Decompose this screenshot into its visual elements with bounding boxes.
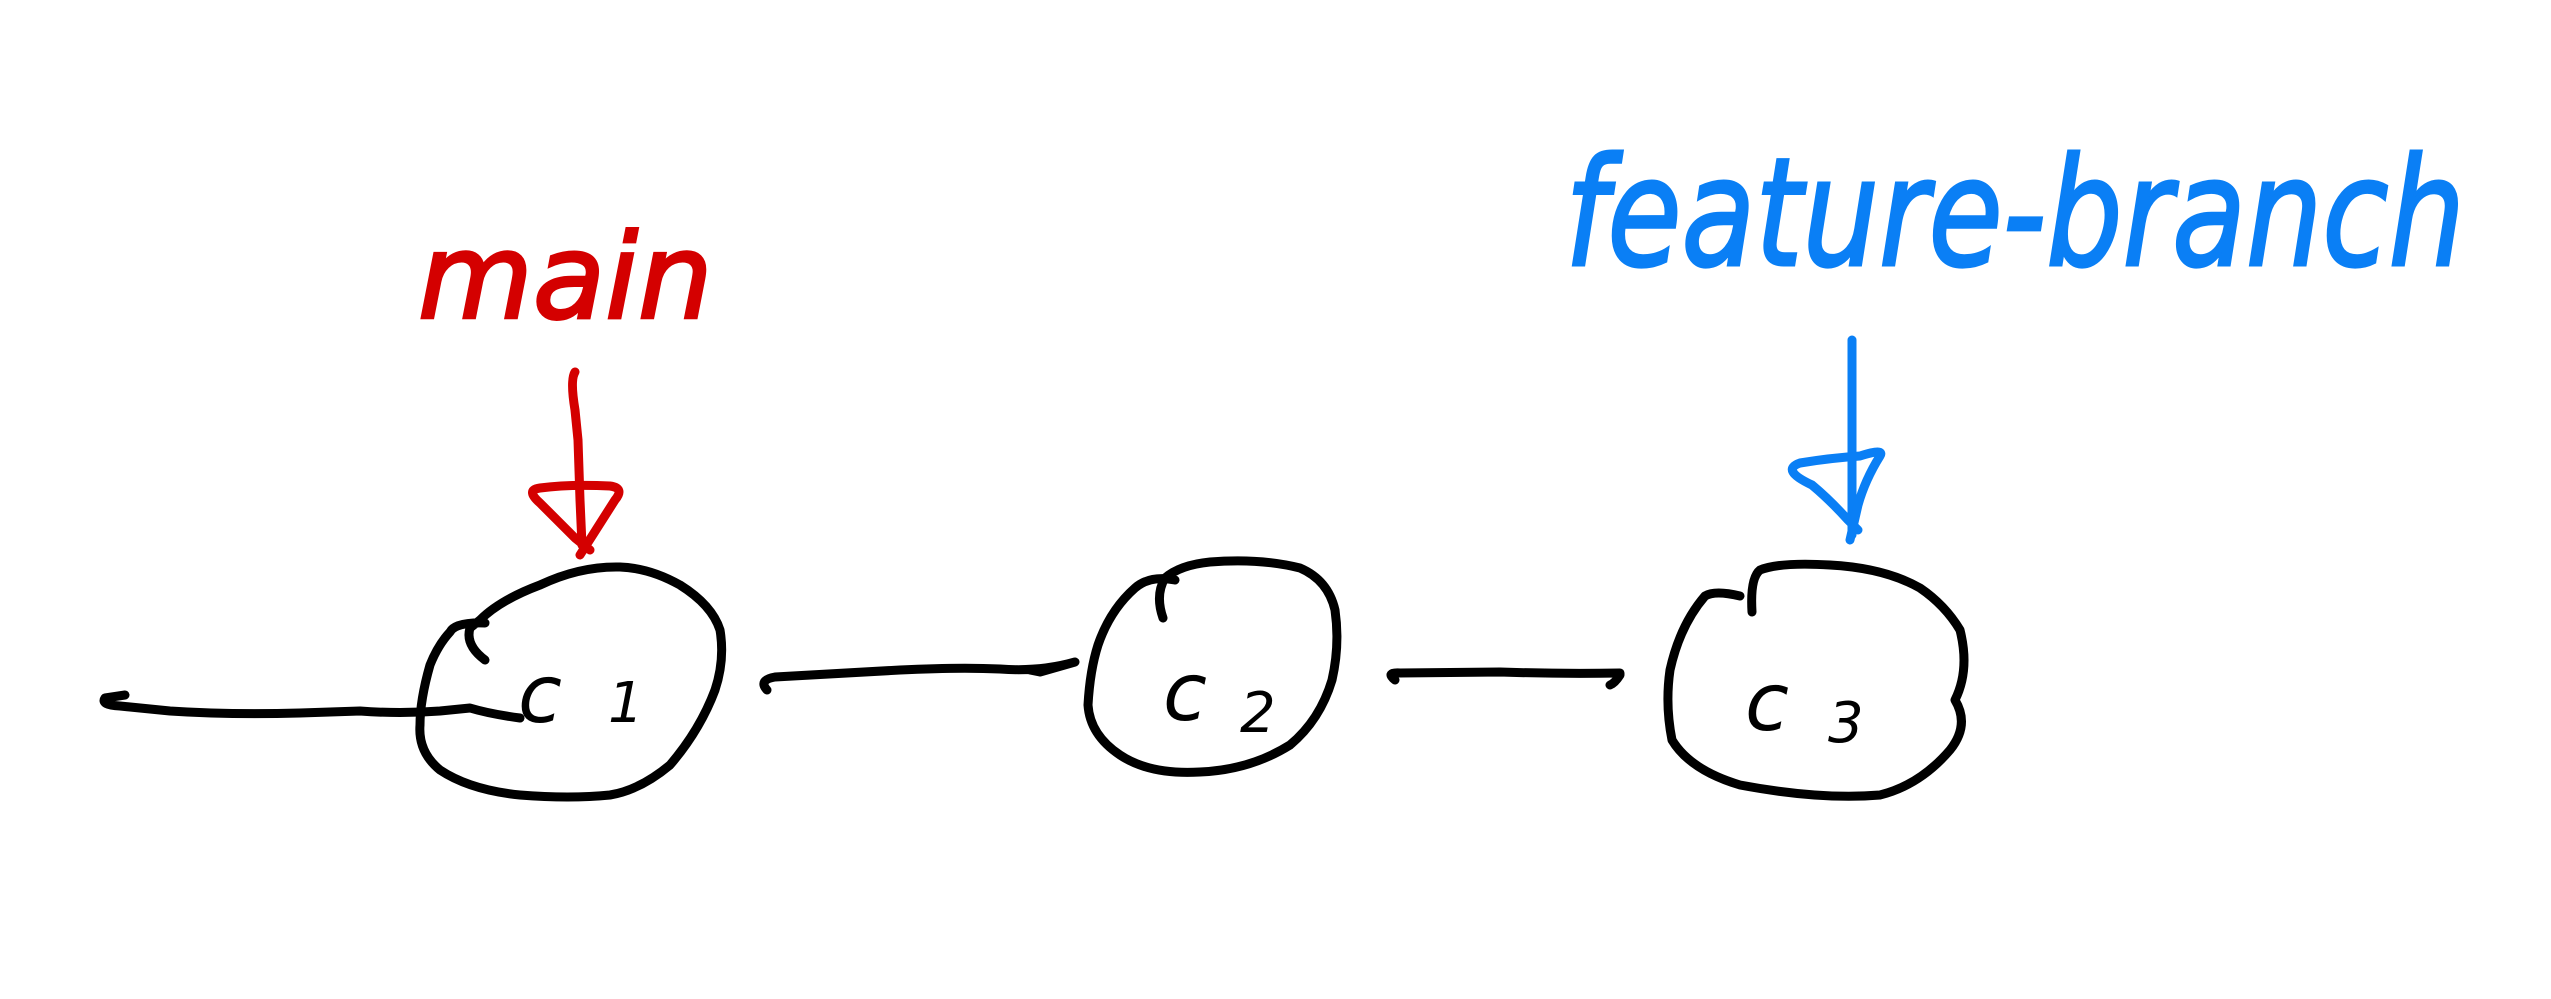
commit-circle: [415, 562, 727, 802]
commit-number: 1: [608, 671, 644, 736]
branch-pointer-feature: feature-branch: [1564, 126, 2467, 545]
commit-number: 2: [1240, 681, 1276, 746]
commit-node-c1: c 1: [415, 562, 727, 802]
commit-circle: [1083, 556, 1342, 777]
arrow-down-icon: [568, 367, 587, 550]
arrow-head: [528, 480, 624, 560]
commit-letter: c: [1163, 646, 1207, 739]
commit-circle: [1663, 559, 1969, 801]
commit-number: 3: [1828, 691, 1864, 756]
branch-pointer-main: main: [417, 207, 714, 560]
commit-link-c2-c3: [1386, 667, 1625, 690]
branch-label-main: main: [418, 208, 713, 346]
history-line: [99, 690, 525, 723]
branch-label-feature: feature-branch: [1565, 127, 2465, 301]
commit-node-c2: c 2: [1083, 556, 1342, 777]
arrow-head: [1787, 447, 1886, 545]
commit-letter: c: [518, 648, 562, 741]
commit-node-c3: c 3: [1663, 559, 1969, 801]
commit-link-c1-c2: [759, 657, 1080, 695]
commit-letter: c: [1745, 656, 1789, 749]
